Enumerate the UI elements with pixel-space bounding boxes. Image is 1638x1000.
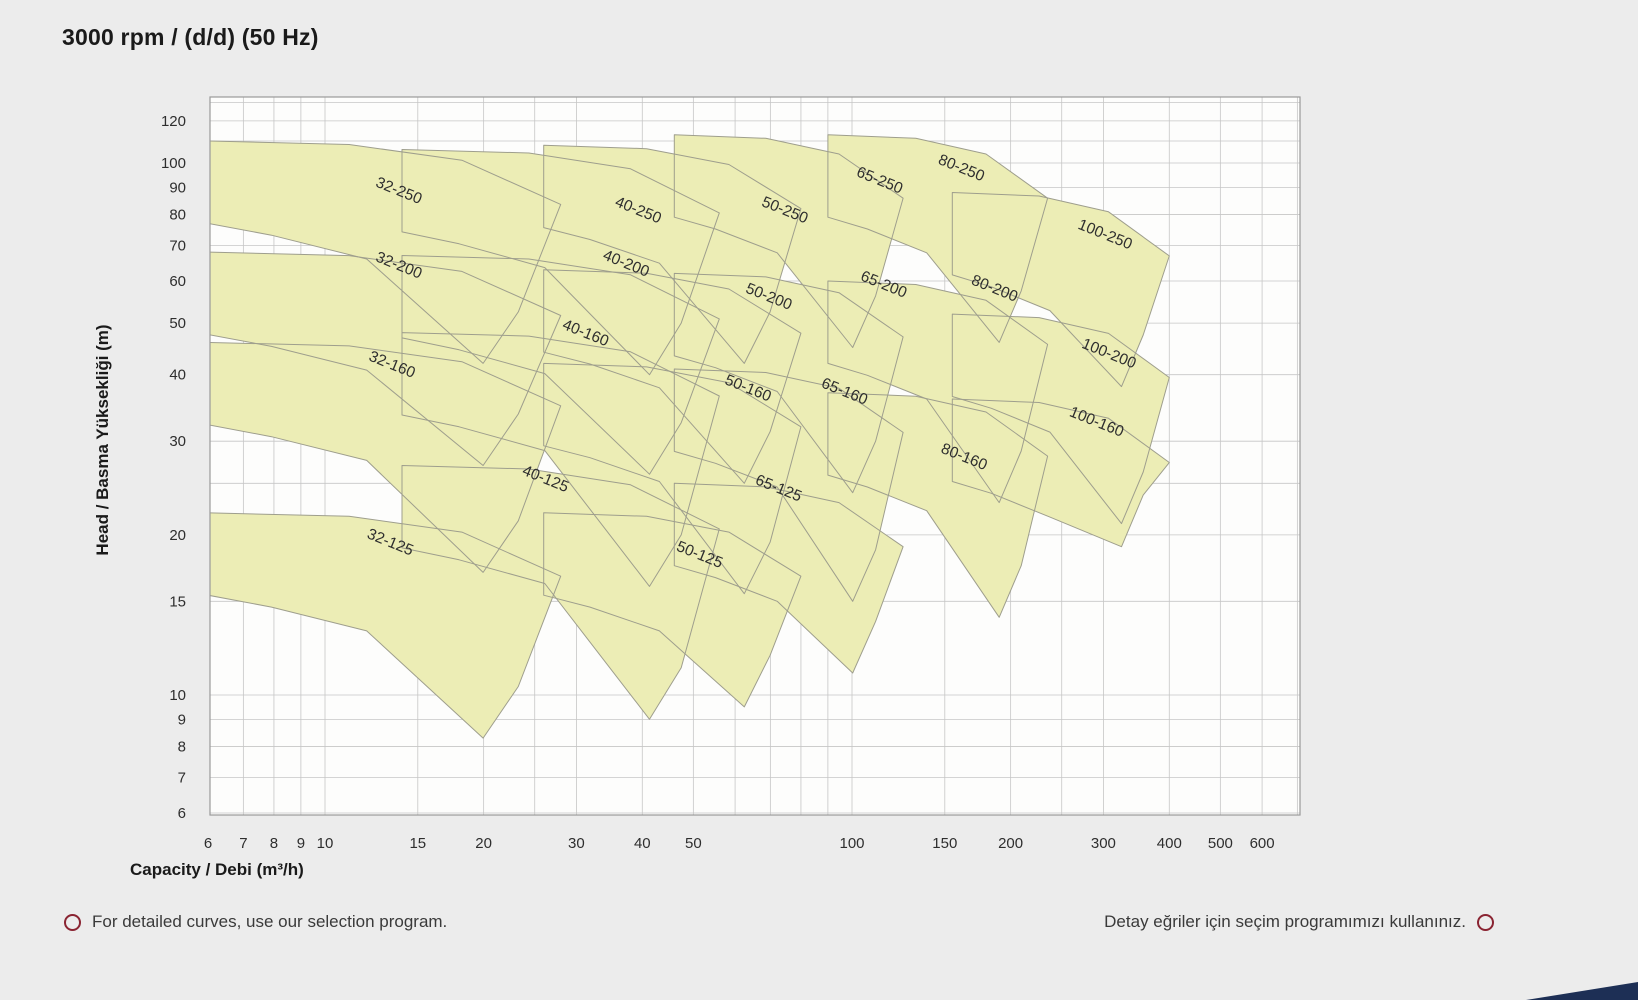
- page-title: 3000 rpm / (d/d) (50 Hz): [62, 24, 319, 50]
- y-tick-9: 9: [178, 711, 186, 728]
- x-tick-7: 7: [239, 835, 247, 852]
- pump-regions-outline: [210, 134, 1170, 739]
- y-tick-60: 60: [169, 273, 186, 290]
- x-tick-9: 9: [297, 835, 305, 852]
- footer-left-text: For detailed curves, use our selection p…: [92, 912, 448, 931]
- x-tick-50: 50: [685, 835, 702, 852]
- x-tick-6: 6: [204, 835, 212, 852]
- region-32-125[interactable]: [208, 512, 561, 739]
- pump-regions-fill: [208, 134, 1170, 739]
- y-tick-7: 7: [178, 769, 186, 786]
- x-tick-10: 10: [317, 835, 334, 852]
- y-tick-10: 10: [169, 687, 186, 704]
- y-tick-40: 40: [169, 367, 186, 384]
- bullet-ring-icon: [64, 913, 81, 931]
- footer-note-right: Detay eğriler için seçim programımızı ku…: [1104, 912, 1494, 932]
- x-tick-150: 150: [932, 835, 957, 852]
- y-tick-70: 70: [169, 237, 186, 254]
- region-80-250[interactable]: [827, 134, 1048, 343]
- x-tick-400: 400: [1157, 835, 1182, 852]
- y-tick-20: 20: [169, 527, 186, 544]
- x-tick-15: 15: [409, 835, 426, 852]
- y-tick-80: 80: [169, 207, 186, 224]
- x-tick-100: 100: [839, 835, 864, 852]
- x-tick-200: 200: [998, 835, 1023, 852]
- bullet-ring-icon: [1477, 913, 1494, 931]
- y-tick-50: 50: [169, 315, 186, 332]
- y-tick-120: 120: [161, 113, 186, 130]
- x-tick-300: 300: [1091, 835, 1116, 852]
- region-65-125[interactable]: [674, 483, 904, 673]
- x-tick-40: 40: [634, 835, 651, 852]
- x-tick-labels: 6 7 8 9 10 15 20 30 40 50 100 150 200 300 400 500 600: [204, 835, 1275, 852]
- y-tick-8: 8: [178, 739, 186, 756]
- x-tick-30: 30: [568, 835, 585, 852]
- x-tick-600: 600: [1250, 835, 1275, 852]
- x-tick-500: 500: [1208, 835, 1233, 852]
- y-tick-labels: 120 100 90 80 70 60 50 40 30 20 15 10 9 8 7 6: [161, 113, 186, 822]
- y-tick-6: 6: [178, 805, 186, 822]
- y-tick-15: 15: [169, 593, 186, 610]
- x-tick-20: 20: [475, 835, 492, 852]
- x-tick-8: 8: [270, 835, 278, 852]
- y-tick-30: 30: [169, 433, 186, 450]
- footer-note-left: For detailed curves, use our selection p…: [64, 912, 447, 932]
- y-tick-100: 100: [161, 155, 186, 172]
- x-axis-title: Capacity / Debi (m³/h): [130, 860, 304, 879]
- footer-right-text: Detay eğriler için seçim programımızı ku…: [1104, 912, 1466, 931]
- region-100-160[interactable]: [952, 399, 1170, 547]
- plot-border: [209, 96, 1301, 816]
- y-axis-title: Head / Basma Yüksekliği (m): [93, 324, 112, 556]
- y-tick-90: 90: [169, 179, 186, 196]
